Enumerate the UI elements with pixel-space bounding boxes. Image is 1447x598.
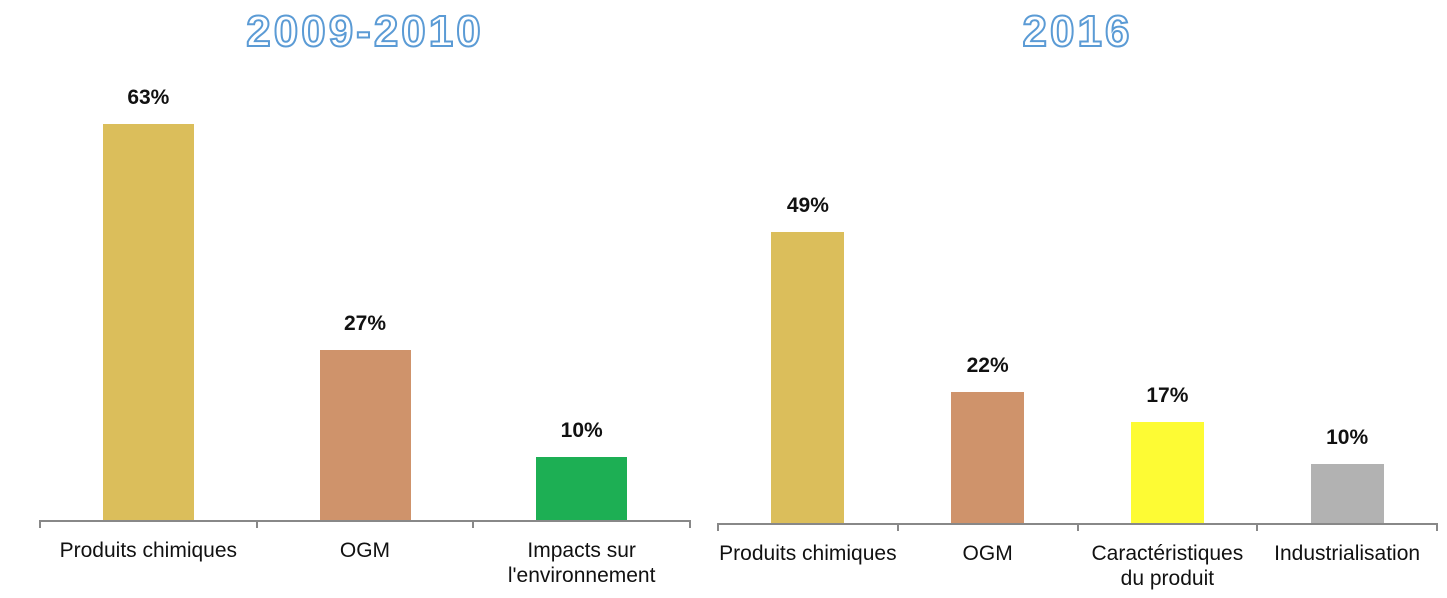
x-axis-tick <box>1436 523 1438 531</box>
x-axis <box>40 520 690 522</box>
value-label: 63% <box>127 86 170 109</box>
bar <box>1310 463 1384 523</box>
value-label: 27% <box>343 312 387 336</box>
x-axis-tick <box>717 523 719 531</box>
x-tick-label: Caractéristiques du produit <box>1091 542 1244 590</box>
x-axis-tick <box>1076 523 1079 531</box>
chart-title: 2009-2010 <box>245 7 484 57</box>
bar <box>536 457 628 520</box>
value-label: 22% <box>966 354 1009 378</box>
x-tick-label: Industrialisation <box>1274 542 1421 565</box>
x-axis-tick <box>39 520 41 528</box>
x-tick-label: Produits chimiques <box>719 542 897 565</box>
x-tick-label: OGM <box>962 542 1013 565</box>
x-tick-label: Impacts sur l'environnement <box>507 539 656 587</box>
value-label: 17% <box>1146 383 1189 407</box>
bar <box>771 231 845 523</box>
value-label: 10% <box>1326 425 1369 449</box>
bar <box>1130 421 1204 523</box>
bar <box>102 124 194 520</box>
x-axis-tick <box>1256 523 1259 531</box>
x-axis-tick <box>896 523 899 531</box>
x-tick-label: OGM <box>339 539 391 562</box>
value-label: 10% <box>560 419 603 443</box>
bar <box>319 350 411 520</box>
x-tick-label: Produits chimiques <box>59 539 238 562</box>
x-axis-tick <box>472 520 475 528</box>
chart-title: 2016 <box>1022 7 1133 57</box>
x-axis-tick <box>689 520 691 528</box>
x-axis-tick <box>255 520 258 528</box>
bar <box>951 392 1025 523</box>
value-label: 49% <box>786 193 829 217</box>
